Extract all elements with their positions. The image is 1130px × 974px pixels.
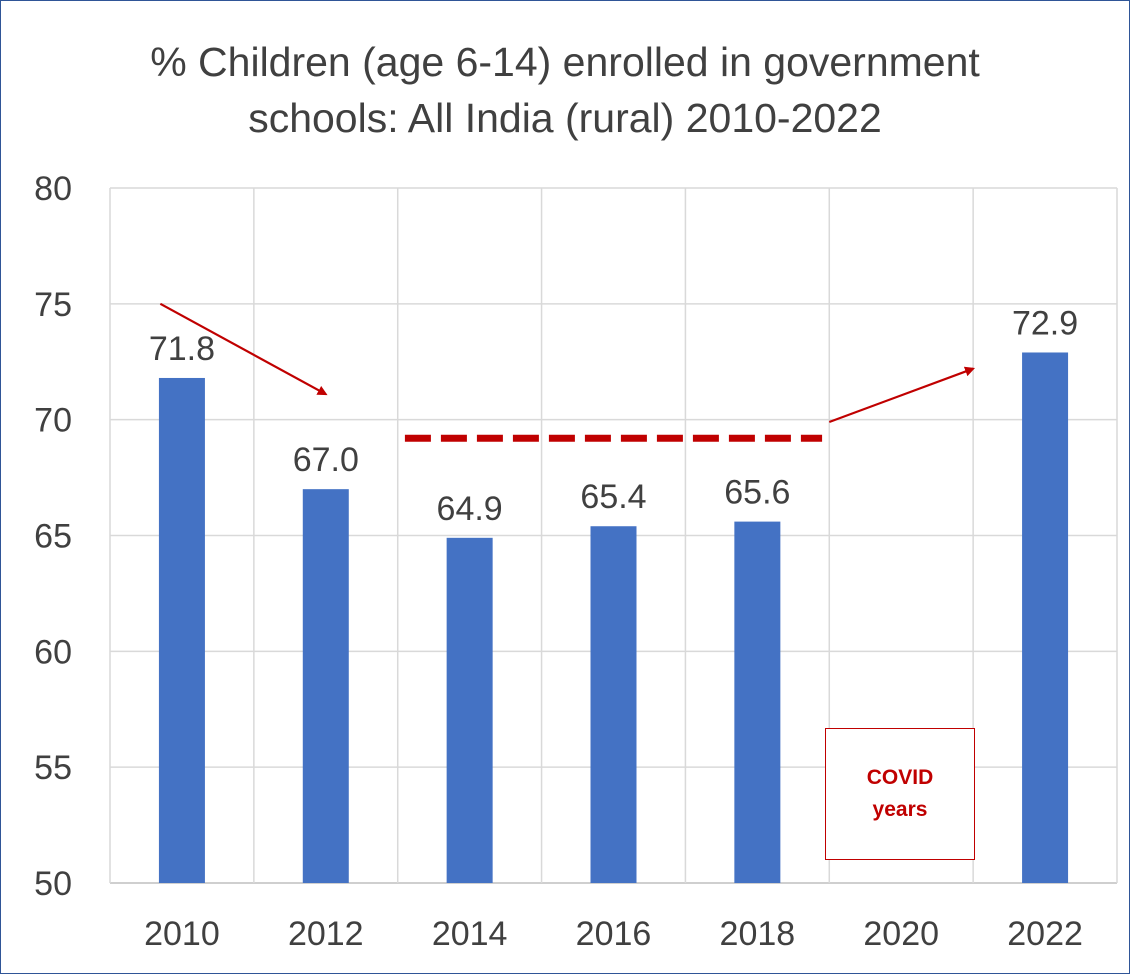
- bars: [158, 352, 1069, 883]
- covid-box-line-1: COVID: [866, 766, 934, 789]
- data-label-2014: 64.9: [437, 490, 503, 528]
- y-tick-label: 50: [34, 865, 72, 903]
- chart-title-line-2: schools: All India (rural) 2010-2022: [248, 95, 882, 141]
- bar-2022: [1022, 352, 1069, 883]
- chart-title-line-1: % Children (age 6-14) enrolled in govern…: [150, 39, 980, 85]
- x-tick-label-2020: 2020: [863, 915, 939, 953]
- x-tick-label-2018: 2018: [720, 915, 796, 953]
- x-tick-label-2012: 2012: [288, 915, 364, 953]
- x-tick-label-2010: 2010: [144, 915, 220, 953]
- data-label-2010: 71.8: [149, 330, 215, 368]
- rise-arrow: [828, 366, 976, 424]
- data-label-2022: 72.9: [1012, 304, 1078, 342]
- data-label-2016: 65.4: [580, 478, 646, 516]
- x-tick-label-2014: 2014: [432, 915, 508, 953]
- bar-2012: [302, 489, 349, 883]
- chart-title: % Children (age 6-14) enrolled in govern…: [0, 34, 1130, 146]
- y-tick-label: 70: [34, 402, 72, 440]
- axes: 50 55 60 65 70 75 80 2010 2012 2014 2016 2018 2020 20…: [34, 170, 1083, 953]
- data-label-2012: 67.0: [293, 441, 359, 479]
- y-tick-label: 65: [34, 518, 72, 556]
- x-tick-label-2016: 2016: [576, 915, 652, 953]
- x-tick-label-2022: 2022: [1007, 915, 1083, 953]
- bar-2010: [158, 377, 205, 883]
- covid-box-line-2: years: [872, 798, 928, 821]
- data-labels: 71.8 67.0 64.9 65.4 65.6 72.9: [149, 304, 1078, 527]
- covid-years-box: COVID years: [825, 728, 975, 860]
- bar-2016: [590, 526, 637, 883]
- annotations: [159, 302, 976, 442]
- bar-2018: [734, 521, 781, 883]
- y-tick-label: 75: [34, 286, 72, 324]
- y-tick-label: 60: [34, 633, 72, 671]
- y-tick-label: 80: [34, 170, 72, 208]
- decline-arrow: [159, 302, 328, 396]
- bar-2014: [446, 537, 493, 883]
- y-tick-label: 55: [34, 749, 72, 787]
- data-label-2018: 65.6: [724, 474, 790, 512]
